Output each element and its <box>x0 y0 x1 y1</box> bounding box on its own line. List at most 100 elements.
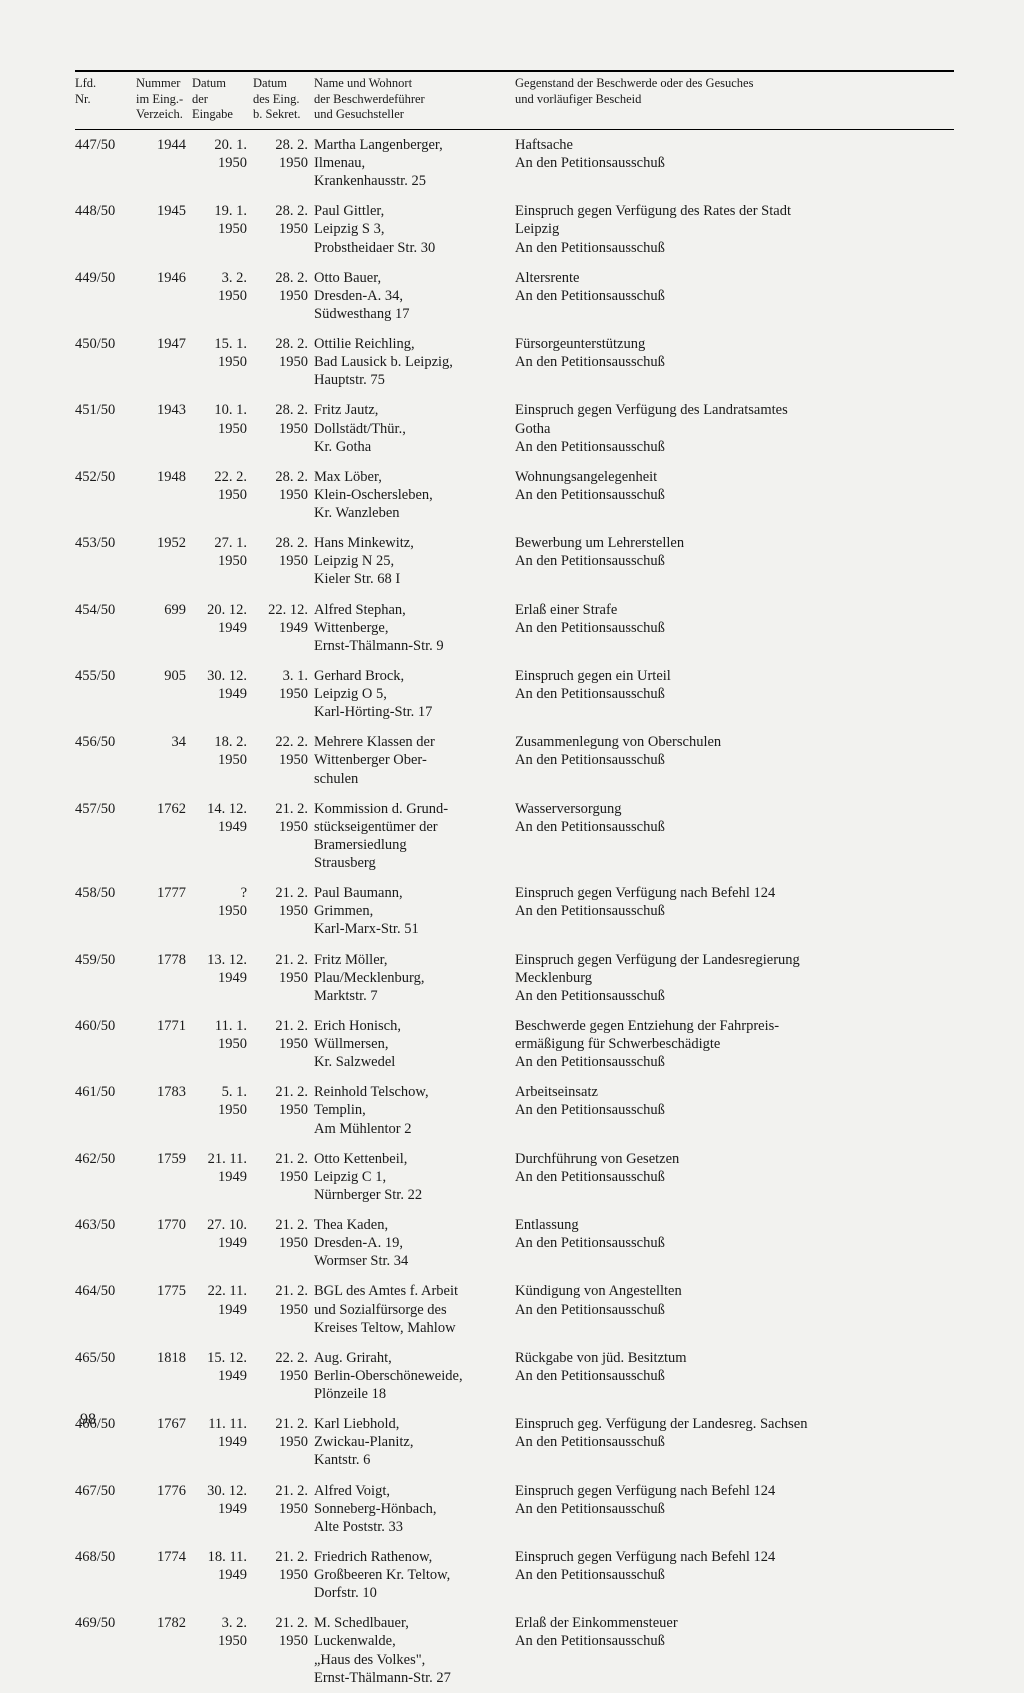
cell-num: 1952 <box>136 528 192 594</box>
cell-d1: 18. 2.1950 <box>192 727 253 793</box>
cell-d2: 21. 2.1950 <box>253 1276 314 1342</box>
cell-d2: 3. 1.1950 <box>253 661 314 727</box>
cell-d1: 19. 1.1950 <box>192 196 253 262</box>
cell-num: 1945 <box>136 196 192 262</box>
cell-name: Alfred Voigt,Sonneberg-Hönbach,Alte Post… <box>314 1476 515 1542</box>
cell-d2: 28. 2.1950 <box>253 528 314 594</box>
cell-lfd: 456/50 <box>75 727 136 793</box>
table-header: Lfd.Nr. Nummerim Eing.-Verzeich. Datumde… <box>75 71 954 129</box>
cell-num: 1947 <box>136 329 192 395</box>
cell-d2: 21. 2.1950 <box>253 1077 314 1143</box>
cell-subj: Einspruch gegen Verfügung des Landratsam… <box>515 395 954 461</box>
cell-num: 1770 <box>136 1210 192 1276</box>
cell-d2: 28. 2.1950 <box>253 329 314 395</box>
table-row: 462/50175921. 11.194921. 2.1950Otto Kett… <box>75 1144 954 1210</box>
cell-d1: 30. 12.1949 <box>192 1476 253 1542</box>
cell-lfd: 464/50 <box>75 1276 136 1342</box>
cell-d2: 22. 12.1949 <box>253 595 314 661</box>
cell-lfd: 451/50 <box>75 395 136 461</box>
cell-num: 34 <box>136 727 192 793</box>
table-row: 461/5017835. 1.195021. 2.1950Reinhold Te… <box>75 1077 954 1143</box>
cell-d2: 21. 2.1950 <box>253 1409 314 1475</box>
table-row: 467/50177630. 12.194921. 2.1950Alfred Vo… <box>75 1476 954 1542</box>
cell-name: Hans Minkewitz,Leipzig N 25,Kieler Str. … <box>314 528 515 594</box>
cell-d2: 28. 2.1950 <box>253 395 314 461</box>
cell-lfd: 448/50 <box>75 196 136 262</box>
cell-d2: 22. 2.1950 <box>253 1343 314 1409</box>
cell-name: M. Schedlbauer,Luckenwalde,„Haus des Vol… <box>314 1608 515 1693</box>
cell-lfd: 450/50 <box>75 329 136 395</box>
cell-num: 905 <box>136 661 192 727</box>
page-number: 98 <box>80 1411 96 1429</box>
cell-subj: Rückgabe von jüd. BesitztumAn den Petiti… <box>515 1343 954 1409</box>
table-row: 455/5090530. 12.19493. 1.1950Gerhard Bro… <box>75 661 954 727</box>
cell-d2: 28. 2.1950 <box>253 129 314 196</box>
cell-d1: 3. 2.1950 <box>192 263 253 329</box>
cell-d1: 11. 1.1950 <box>192 1011 253 1077</box>
cell-subj: Kündigung von AngestelltenAn den Petitio… <box>515 1276 954 1342</box>
cell-name: Ottilie Reichling,Bad Lausick b. Leipzig… <box>314 329 515 395</box>
cell-subj: Durchführung von GesetzenAn den Petition… <box>515 1144 954 1210</box>
table-row: 453/50195227. 1.195028. 2.1950Hans Minke… <box>75 528 954 594</box>
cell-d1: 20. 1.1950 <box>192 129 253 196</box>
cell-d1: 27. 10.1949 <box>192 1210 253 1276</box>
cell-d1: 18. 11.1949 <box>192 1542 253 1608</box>
cell-subj: AltersrenteAn den Petitionsausschuß <box>515 263 954 329</box>
cell-subj: WasserversorgungAn den Petitionsausschuß <box>515 794 954 879</box>
table-row: 458/501777?195021. 2.1950Paul Baumann,Gr… <box>75 878 954 944</box>
cell-subj: WohnungsangelegenheitAn den Petitionsaus… <box>515 462 954 528</box>
cell-lfd: 461/50 <box>75 1077 136 1143</box>
cell-name: Martha Langenberger,Ilmenau,Krankenhauss… <box>314 129 515 196</box>
cell-d2: 21. 2.1950 <box>253 1144 314 1210</box>
table-row: 451/50194310. 1.195028. 2.1950Fritz Jaut… <box>75 395 954 461</box>
cell-num: 1759 <box>136 1144 192 1210</box>
cell-d2: 28. 2.1950 <box>253 196 314 262</box>
cell-d2: 21. 2.1950 <box>253 1608 314 1693</box>
header-name: Name und Wohnortder Beschwerdeführerund … <box>314 71 515 129</box>
cell-num: 1944 <box>136 129 192 196</box>
table-row: 460/50177111. 1.195021. 2.1950Erich Honi… <box>75 1011 954 1077</box>
cell-lfd: 462/50 <box>75 1144 136 1210</box>
cell-subj: Erlaß der EinkommensteuerAn den Petition… <box>515 1608 954 1693</box>
cell-name: Paul Gittler,Leipzig S 3,Probstheidaer S… <box>314 196 515 262</box>
cell-d1: 10. 1.1950 <box>192 395 253 461</box>
cell-d2: 21. 2.1950 <box>253 794 314 879</box>
table-row: 468/50177418. 11.194921. 2.1950Friedrich… <box>75 1542 954 1608</box>
table-row: 456/503418. 2.195022. 2.1950Mehrere Klas… <box>75 727 954 793</box>
cell-name: Reinhold Telschow,Templin,Am Mühlentor 2 <box>314 1077 515 1143</box>
cell-d1: 15. 1.1950 <box>192 329 253 395</box>
cell-lfd: 460/50 <box>75 1011 136 1077</box>
cell-d1: 14. 12.1949 <box>192 794 253 879</box>
cell-d1: 30. 12.1949 <box>192 661 253 727</box>
cell-num: 1943 <box>136 395 192 461</box>
cell-num: 1767 <box>136 1409 192 1475</box>
cell-num: 1762 <box>136 794 192 879</box>
header-gegenstand: Gegenstand der Beschwerde oder des Gesuc… <box>515 71 954 129</box>
cell-d1: 22. 11.1949 <box>192 1276 253 1342</box>
cell-lfd: 458/50 <box>75 878 136 944</box>
table-row: 464/50177522. 11.194921. 2.1950BGL des A… <box>75 1276 954 1342</box>
cell-lfd: 454/50 <box>75 595 136 661</box>
cell-lfd: 453/50 <box>75 528 136 594</box>
cell-lfd: 449/50 <box>75 263 136 329</box>
cell-num: 1774 <box>136 1542 192 1608</box>
cell-d2: 21. 2.1950 <box>253 878 314 944</box>
cell-subj: Erlaß einer StrafeAn den Petitionsaussch… <box>515 595 954 661</box>
cell-num: 1948 <box>136 462 192 528</box>
cell-num: 1783 <box>136 1077 192 1143</box>
table-row: 447/50194420. 1.195028. 2.1950Martha Lan… <box>75 129 954 196</box>
cell-d1: 3. 2.1950 <box>192 1608 253 1693</box>
cell-subj: Einspruch gegen Verfügung des Rates der … <box>515 196 954 262</box>
cell-name: Fritz Möller,Plau/Mecklenburg,Marktstr. … <box>314 945 515 1011</box>
cell-d2: 21. 2.1950 <box>253 1011 314 1077</box>
table-body: 447/50194420. 1.195028. 2.1950Martha Lan… <box>75 129 954 1692</box>
cell-lfd: 455/50 <box>75 661 136 727</box>
cell-d2: 21. 2.1950 <box>253 1476 314 1542</box>
cell-lfd: 447/50 <box>75 129 136 196</box>
cell-d1: 13. 12.1949 <box>192 945 253 1011</box>
cell-num: 1775 <box>136 1276 192 1342</box>
cell-subj: EntlassungAn den Petitionsausschuß <box>515 1210 954 1276</box>
cell-name: BGL des Amtes f. Arbeitund Sozialfürsorg… <box>314 1276 515 1342</box>
cell-subj: Bewerbung um LehrerstellenAn den Petitio… <box>515 528 954 594</box>
cell-lfd: 465/50 <box>75 1343 136 1409</box>
